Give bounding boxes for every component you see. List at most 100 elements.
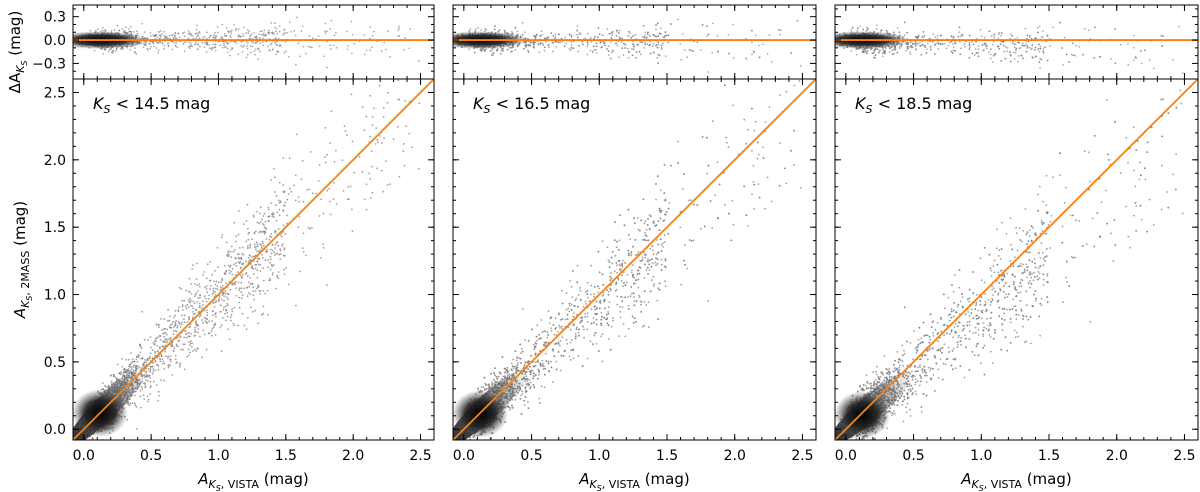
scatter-point [361,106,364,109]
scatter-point [154,339,156,342]
residual-point [119,48,122,50]
scatter-point [185,337,188,339]
scatter-point [182,348,184,351]
scatter-point [464,443,466,445]
scatter-point [113,375,116,378]
residual-point [225,27,228,29]
residual-point [257,58,259,60]
scatter-point [229,251,232,253]
scatter-point [173,347,176,350]
scatter-point [267,215,270,218]
residual-point [317,35,320,38]
scatter-point [382,190,385,193]
scatter-point [178,286,181,289]
residual-point [211,47,214,49]
residual-point [365,49,368,52]
scatter-point [363,198,366,201]
scatter-point [223,264,226,267]
scatter-point [155,384,158,386]
scatter-point [175,343,178,346]
residual-point [152,42,155,45]
scatter-point [135,358,138,361]
scatter-point [159,335,162,337]
scatter-point [271,249,274,252]
residual-point [279,45,282,47]
scatter-point [231,308,234,310]
scatter-point [220,281,222,284]
scatter-point [206,311,209,314]
scatter-point [277,271,280,273]
scatter-point [252,273,255,275]
scatter-point [322,243,324,246]
residual-point [190,34,192,37]
residual-point [167,42,170,45]
scatter-point [318,164,321,166]
scatter-point [254,290,257,292]
residual-point [227,31,230,34]
scatter-point [283,273,286,275]
scatter-point [183,343,186,346]
scatter-point [385,160,387,163]
scatter-point [193,302,196,305]
residual-point [183,35,186,38]
scatter-point [711,120,714,123]
scatter-point [228,272,231,275]
scatter-point [241,277,244,279]
scatter-point [167,355,170,358]
scatter-point [128,404,131,407]
scatter-point [186,321,189,323]
scatter-point [238,289,241,291]
scatter-point [174,358,177,361]
residual-point [187,46,190,48]
scatter-point [199,297,201,299]
scatter-point [272,264,275,266]
scatter-point [417,64,419,66]
scatter-point [155,323,158,326]
scatter-point [241,252,243,255]
scatter-point [584,300,587,303]
residual-point [271,48,274,51]
scatter-point [277,228,280,230]
scatter-point [123,367,125,370]
scatter-point [215,287,217,290]
residual-point [283,29,286,31]
scatter-point [214,269,216,272]
scatter-point [351,230,354,233]
residual-point [183,31,186,34]
scatter-point [157,324,160,326]
scatter-point [175,362,178,364]
scatter-point [122,373,125,375]
residual-point [305,52,307,55]
residual-point [294,34,297,37]
scatter-point [138,343,141,346]
scatter-point [211,293,214,296]
residual-point [259,30,262,33]
scatter-point [238,306,241,309]
scatter-point [232,322,235,325]
scatter-point [141,357,144,360]
scatter-point [369,94,372,97]
residual-point [164,35,167,37]
scatter-point [281,243,284,245]
scatter-point [270,202,272,204]
residual-point [254,36,256,38]
scatter-point [238,247,241,249]
scatter-point [269,279,271,282]
scatter-point [130,368,133,370]
scatter-point [282,184,284,187]
scatter-point [243,287,246,290]
scatter-point [184,333,187,336]
scatter-point [203,316,206,319]
residual-point [221,23,224,26]
scatter-point [154,350,156,353]
residual-point [258,33,261,36]
scatter-point [263,224,265,226]
scatter-point [135,405,138,408]
scatter-point [264,220,267,223]
residual-point [113,29,116,31]
residual-point [383,41,386,44]
residual-point [116,24,119,27]
scatter-point [188,301,191,303]
scatter-point [385,16,387,18]
scatter-points [73,16,434,440]
